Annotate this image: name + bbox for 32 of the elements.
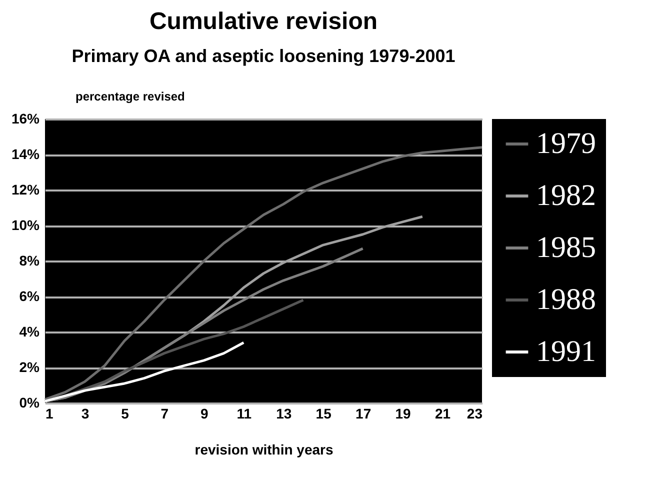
x-axis-title: revision within years (194, 442, 334, 458)
legend-label: 1985 (536, 231, 596, 264)
x-tick-label: 7 (160, 406, 169, 422)
x-tick-label: 3 (81, 406, 90, 422)
line-series (44, 341, 245, 402)
x-tick-label: 19 (395, 406, 412, 422)
x-tick-label: 17 (356, 406, 372, 422)
chart-title: Cumulative revision (149, 8, 378, 35)
x-tick-label: 1 (46, 406, 54, 422)
y-tick-label: 6% (19, 288, 40, 304)
x-tick-label: 23 (466, 406, 483, 422)
y-tick-label: 12% (11, 182, 40, 198)
x-tick-label: 9 (200, 406, 209, 422)
x-tick-label: 21 (434, 406, 451, 422)
y-tick-label: 16% (11, 110, 40, 126)
legend-label: 1991 (536, 335, 596, 368)
y-tick-label: 14% (11, 146, 40, 162)
y-tick-label: 4% (19, 324, 40, 340)
legend-label: 1988 (536, 283, 596, 316)
x-tick-label: 11 (236, 406, 252, 422)
line-series (44, 146, 484, 401)
y-axis-title: percentage revised (76, 90, 185, 104)
legend-label: 1979 (536, 127, 596, 160)
y-tick-label: 8% (19, 252, 40, 268)
x-tick-label: 15 (316, 406, 332, 422)
chart-subtitle: Primary OA and aseptic loosening 1979-2001 (72, 46, 456, 66)
legend-label: 1982 (536, 179, 596, 212)
x-tick-label: 13 (276, 406, 292, 422)
y-tick-label: 10% (11, 217, 40, 233)
y-tick-label: 0% (19, 394, 40, 410)
x-tick-label: 5 (121, 406, 130, 422)
y-tick-label: 2% (19, 359, 40, 375)
